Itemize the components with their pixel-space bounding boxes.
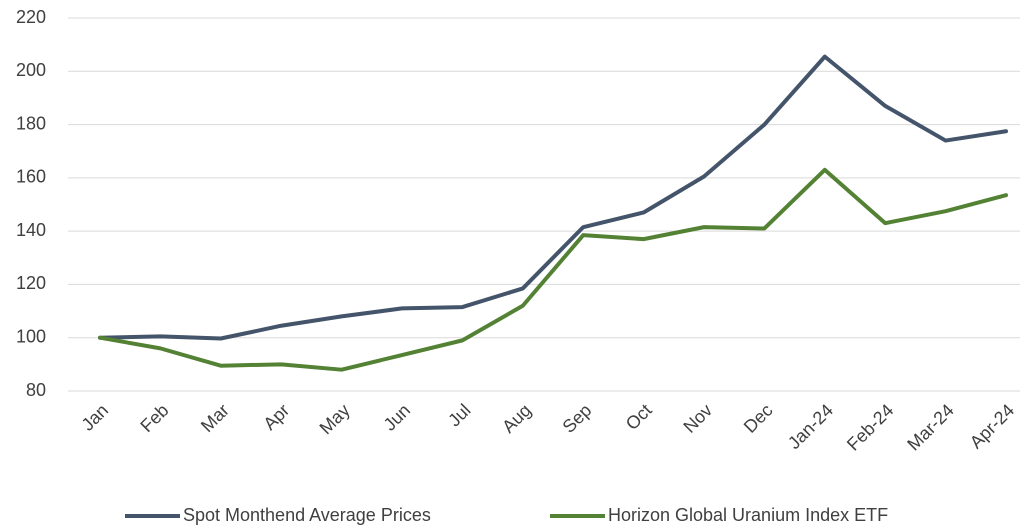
y-tick-label: 220 [16,7,46,27]
x-tick-label: Jan-24 [784,400,837,453]
x-tick-label: Feb-24 [843,400,897,454]
legend-label: Spot Monthend Average Prices [183,505,431,525]
x-tick-label: Sep [559,400,596,437]
x-tick-label: May [316,400,354,438]
y-tick-label: 140 [16,220,46,240]
x-tick-label: Aug [498,400,535,437]
y-tick-label: 180 [16,113,46,133]
x-tick-label: Jul [444,400,474,430]
series-line [98,54,1008,341]
x-tick-label: Mar-24 [903,400,957,454]
x-tick-label: Feb [137,400,173,436]
y-tick-label: 80 [26,380,46,400]
x-tick-label: Dec [740,400,777,437]
y-tick-label: 200 [16,60,46,80]
legend-label: Horizon Global Uranium Index ETF [608,505,888,525]
y-tick-label: 120 [16,273,46,293]
y-tick-label: 160 [16,167,46,187]
x-tick-label: Jan [78,400,113,435]
series-line [98,167,1008,372]
x-tick-label: Nov [679,400,716,437]
x-tick-label: Apr-24 [966,400,1018,452]
x-tick-label: Mar [197,400,233,436]
x-tick-label: Oct [622,400,656,434]
y-tick-label: 100 [16,326,46,346]
x-tick-label: Apr [259,400,293,434]
x-tick-label: Jun [380,400,415,435]
